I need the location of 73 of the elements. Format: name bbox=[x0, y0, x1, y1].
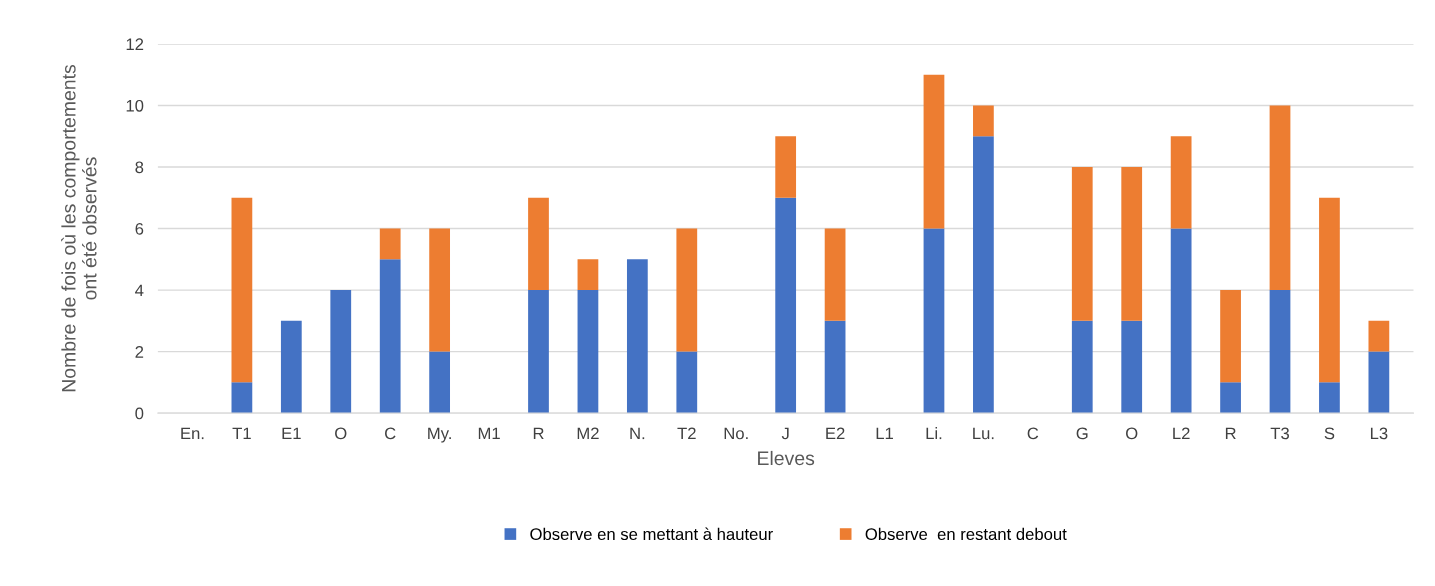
bar bbox=[923, 74, 945, 229]
x-tick-label: R bbox=[1225, 427, 1236, 440]
bar bbox=[1121, 320, 1143, 414]
bar bbox=[1071, 320, 1093, 414]
x-tick-label: C bbox=[385, 427, 396, 440]
bar bbox=[824, 228, 846, 321]
bar bbox=[330, 290, 352, 414]
bar bbox=[379, 259, 401, 414]
bar bbox=[429, 228, 451, 352]
bar bbox=[231, 382, 253, 414]
y-tick-label: 6 bbox=[135, 222, 144, 235]
bar bbox=[1220, 290, 1241, 383]
bar bbox=[824, 320, 846, 414]
x-tick-label: C bbox=[1027, 427, 1039, 440]
bar bbox=[775, 136, 797, 198]
bar bbox=[626, 259, 648, 414]
bar bbox=[973, 136, 994, 414]
x-tick-label: T3 bbox=[1270, 427, 1289, 440]
bar bbox=[1220, 382, 1241, 414]
x-tick-label: Li. bbox=[926, 427, 942, 440]
y-tick-label: 4 bbox=[135, 284, 144, 297]
legend-label: Observe en se mettant à hauteur bbox=[530, 527, 773, 541]
x-tick-label: O bbox=[1126, 427, 1138, 440]
bar bbox=[973, 105, 994, 137]
bar bbox=[775, 197, 797, 414]
bar bbox=[577, 259, 599, 291]
bar bbox=[1368, 320, 1390, 352]
y-axis-title: Nombre de fois où les comportements ont été observés bbox=[61, 64, 97, 392]
legend-label: Observe en restant debout bbox=[865, 527, 1067, 541]
x-tick-label: S bbox=[1324, 427, 1335, 440]
x-tick-label: M2 bbox=[577, 427, 599, 440]
bar bbox=[1319, 382, 1340, 414]
x-tick-label: O bbox=[335, 427, 347, 440]
y-tick-label: 2 bbox=[135, 346, 144, 358]
bar bbox=[280, 320, 302, 414]
bar bbox=[1170, 136, 1192, 229]
bar bbox=[577, 290, 599, 414]
x-tick-label: T1 bbox=[232, 427, 251, 440]
bar bbox=[429, 351, 451, 414]
bar bbox=[923, 228, 945, 414]
bar bbox=[528, 197, 549, 291]
x-axis-title: Eleves bbox=[758, 450, 815, 466]
bar bbox=[1319, 197, 1340, 383]
x-tick-label: E1 bbox=[282, 427, 301, 440]
x-tick-label: My. bbox=[428, 427, 451, 443]
x-tick-label: Lu. bbox=[973, 427, 994, 440]
bar bbox=[231, 197, 253, 383]
bar bbox=[379, 228, 401, 260]
bar bbox=[528, 290, 549, 414]
bar bbox=[676, 228, 698, 352]
x-tick-label: N. bbox=[630, 427, 645, 440]
y-tick-label: 0 bbox=[135, 407, 144, 420]
x-tick-label: No. bbox=[724, 427, 748, 440]
x-tick-label: G bbox=[1076, 427, 1088, 440]
bar bbox=[1269, 105, 1291, 291]
y-tick-label: 10 bbox=[126, 99, 144, 112]
bar bbox=[1071, 167, 1093, 321]
x-tick-label: L2 bbox=[1173, 427, 1190, 440]
x-tick-label: L3 bbox=[1370, 427, 1388, 440]
bar bbox=[1368, 351, 1390, 414]
x-tick-label: R bbox=[533, 427, 544, 440]
y-tick-label: 8 bbox=[135, 161, 144, 174]
bar bbox=[1170, 228, 1192, 414]
bar bbox=[676, 351, 698, 414]
bar bbox=[1269, 290, 1291, 414]
x-tick-label: M1 bbox=[478, 427, 500, 440]
x-tick-label: T2 bbox=[677, 427, 696, 440]
y-tick-label: 12 bbox=[126, 38, 144, 50]
x-tick-label: L1 bbox=[876, 427, 893, 440]
x-tick-label: En. bbox=[181, 427, 204, 440]
x-tick-label: E2 bbox=[826, 427, 845, 440]
x-tick-label: J bbox=[781, 427, 789, 440]
bar bbox=[1121, 167, 1143, 321]
